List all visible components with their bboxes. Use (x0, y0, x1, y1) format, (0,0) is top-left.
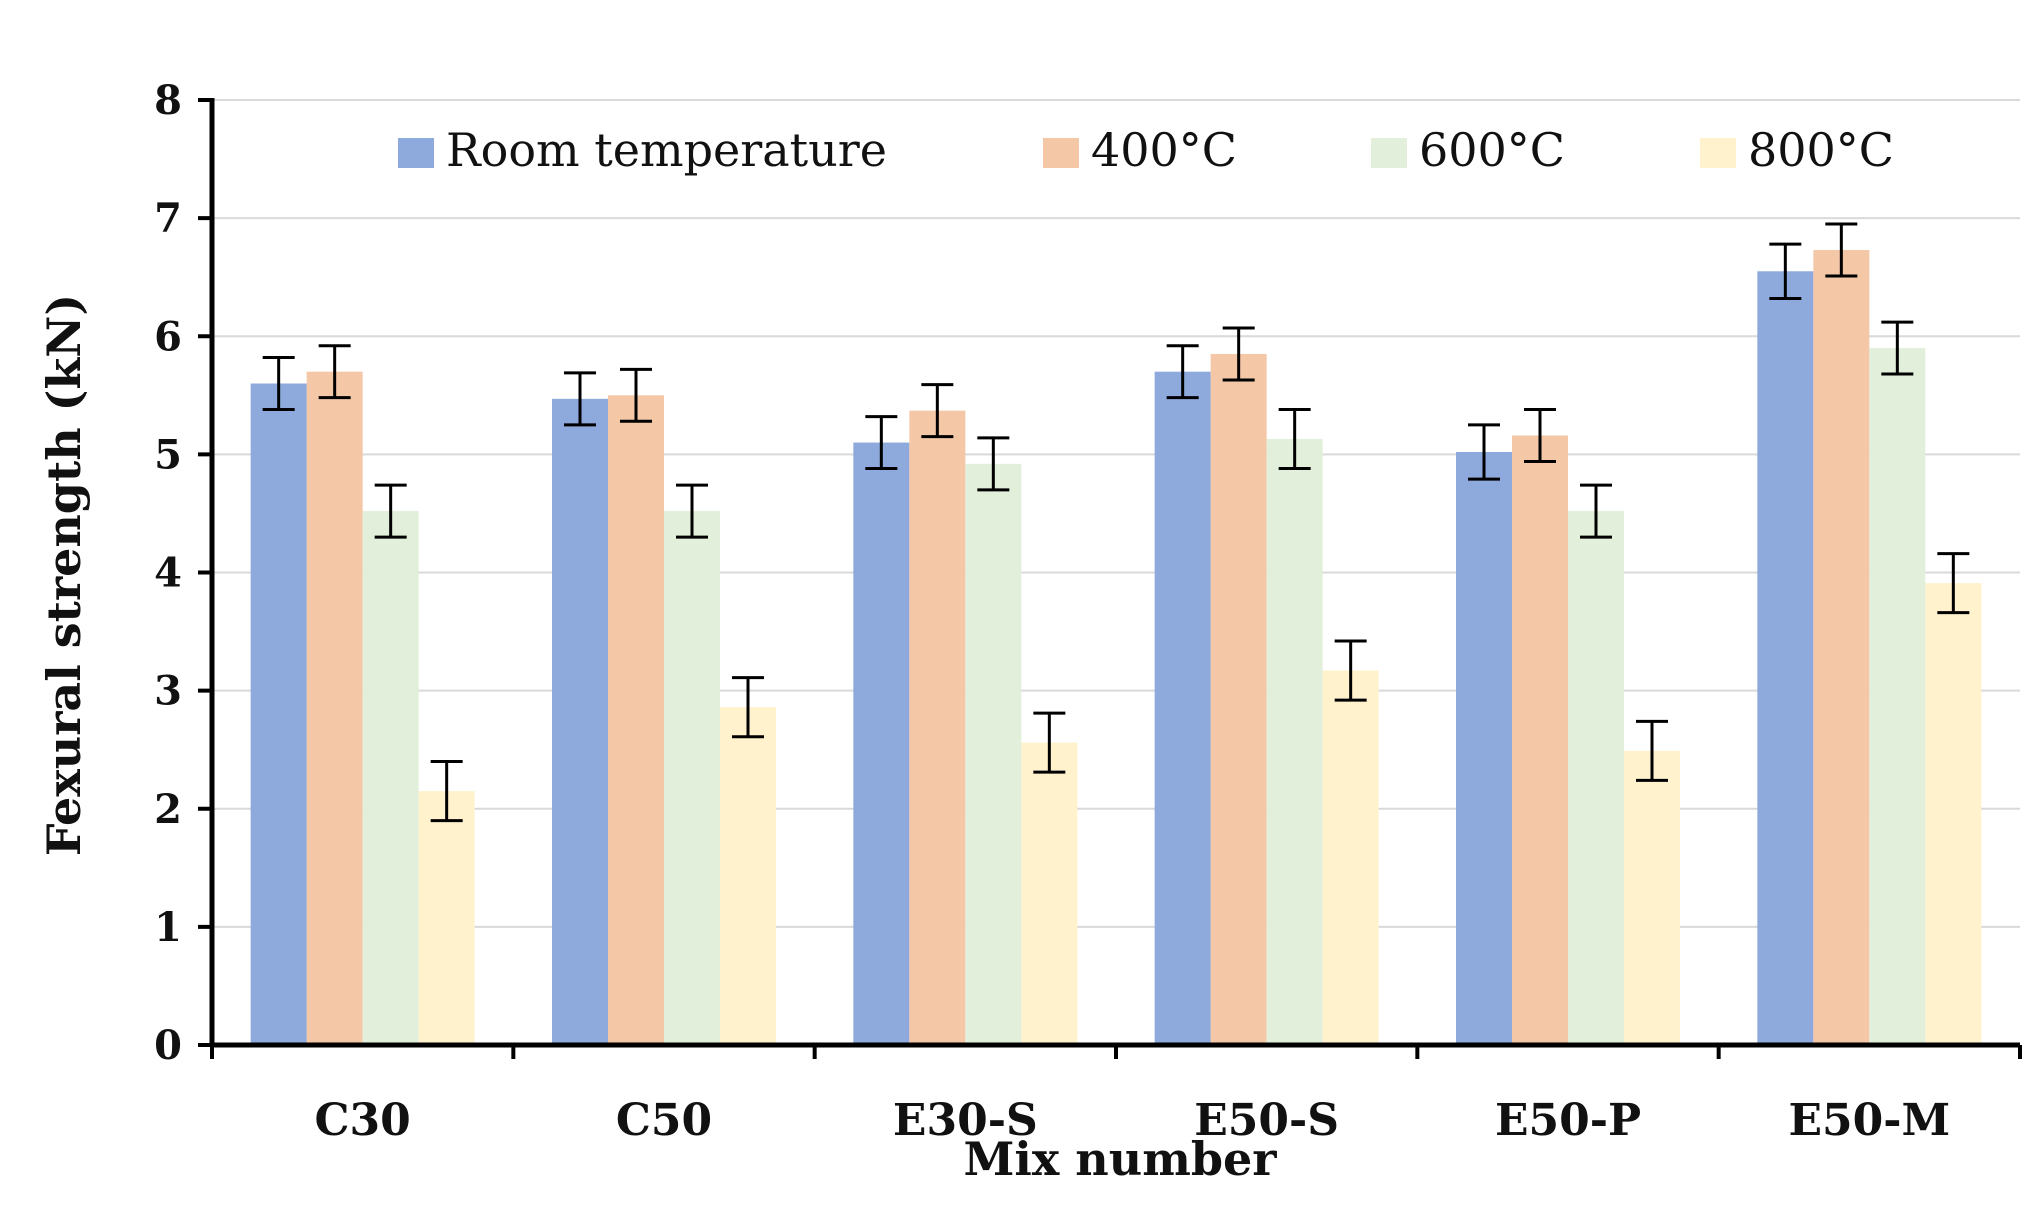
y-tick-label: 6 (154, 313, 182, 360)
bar (1624, 750, 1680, 1045)
bar (853, 442, 910, 1045)
bar (1925, 583, 1982, 1045)
y-tick-label: 1 (154, 904, 182, 951)
legend-swatch (1371, 138, 1407, 168)
bar (608, 395, 664, 1045)
y-tick-label: 7 (154, 195, 182, 242)
legend-swatch (1700, 138, 1736, 168)
y-tick-label: 8 (154, 77, 182, 124)
bar (720, 707, 776, 1045)
legend-swatch (398, 138, 434, 168)
bar (965, 463, 1022, 1045)
x-category-label: E50-P (1495, 1095, 1641, 1146)
bar (306, 371, 363, 1045)
bar (1266, 439, 1323, 1045)
bar (909, 410, 966, 1045)
legend-swatch (1043, 138, 1079, 168)
bar (552, 398, 608, 1045)
x-axis-title: Mix number (963, 1132, 1277, 1186)
y-tick-label: 0 (154, 1022, 182, 1069)
bar (1021, 742, 1078, 1045)
legend-label: 600°C (1419, 123, 1565, 177)
bar (1154, 371, 1211, 1045)
x-category-label: C30 (315, 1095, 411, 1146)
legend-label: 800°C (1748, 123, 1894, 177)
error-bars (262, 222, 1970, 823)
y-axis-title: Fexural strength (kN) (37, 294, 91, 856)
bar (362, 511, 419, 1045)
bar (1813, 250, 1870, 1046)
gridlines (212, 99, 2020, 928)
y-tick-label: 4 (154, 550, 182, 597)
bars (250, 250, 1982, 1046)
bar (1869, 348, 1926, 1045)
y-tick-label: 5 (154, 431, 182, 478)
bar (250, 383, 307, 1045)
x-axis-ticks: C30 C50 E30-S E50-S E50-P E50-M (210, 1045, 2022, 1146)
bar (1456, 452, 1512, 1045)
y-tick-label: 3 (154, 668, 182, 715)
bar (1568, 511, 1624, 1045)
x-category-label: C50 (616, 1095, 712, 1146)
x-category-label: E50-S (1194, 1095, 1339, 1146)
legend-label: Room temperature (446, 123, 887, 177)
y-axis-ticks: 0 1 2 3 4 5 6 7 8 (154, 77, 212, 1069)
x-category-label: E50-M (1788, 1095, 1950, 1146)
bar (664, 511, 720, 1045)
bar (1322, 670, 1379, 1045)
bar (418, 791, 475, 1045)
legend-label: 400°C (1091, 123, 1237, 177)
bar (1757, 271, 1814, 1045)
y-tick-label: 2 (154, 786, 182, 833)
bar (1512, 435, 1568, 1046)
x-category-label: E30-S (893, 1095, 1038, 1146)
legend: Room temperature 400°C 600°C 800°C (398, 123, 1894, 177)
bar (1210, 353, 1267, 1045)
